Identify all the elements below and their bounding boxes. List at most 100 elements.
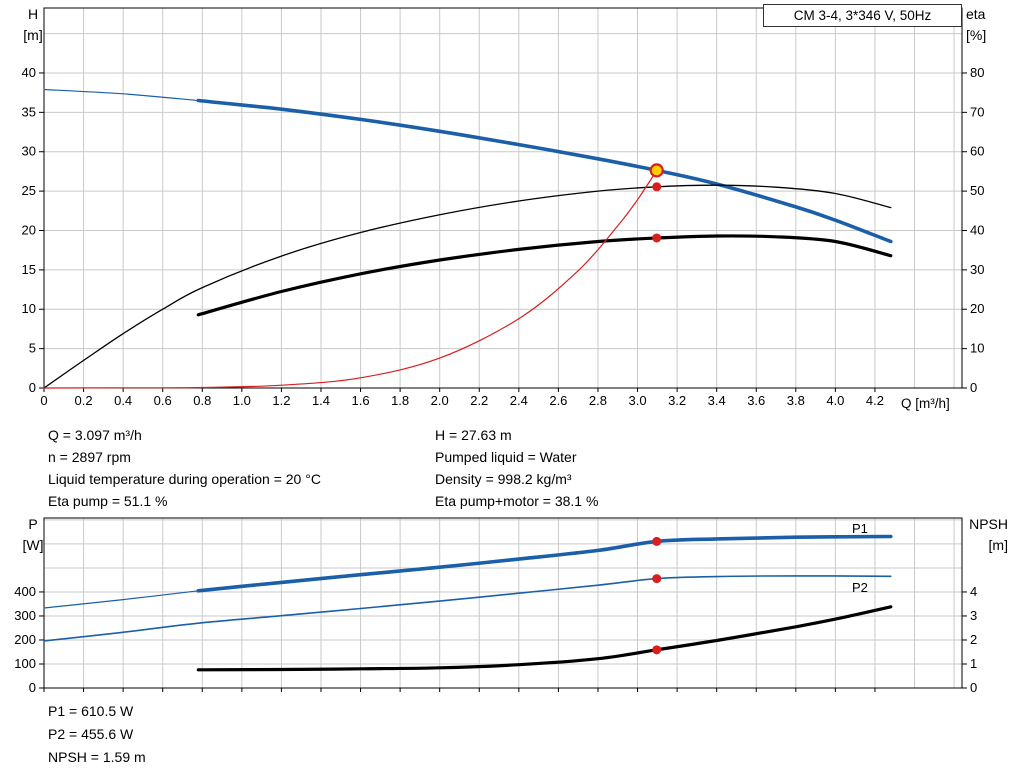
svg-text:3.0: 3.0 [628,393,646,408]
svg-text:25: 25 [22,183,36,198]
svg-text:80: 80 [970,65,984,80]
eta-pump-motor-duty-dot [652,233,662,243]
svg-text:3.6: 3.6 [747,393,765,408]
svg-text:10: 10 [22,301,36,316]
svg-text:4.0: 4.0 [826,393,844,408]
axis-tick-labels: 0 100 200 300 400 0 1 2 3 4 [14,584,977,695]
svg-text:1.0: 1.0 [233,393,251,408]
head-axis-symbol: H [27,6,39,22]
svg-text:5: 5 [29,341,36,356]
svg-text:0: 0 [29,680,36,695]
svg-text:1.6: 1.6 [352,393,370,408]
svg-text:2: 2 [970,632,977,647]
svg-text:1.4: 1.4 [312,393,330,408]
grid [44,8,962,388]
eta-axis-symbol: eta [966,6,986,22]
result-npsh: NPSH = 1.59 m [48,749,146,765]
grid [44,518,962,688]
svg-text:10: 10 [970,341,984,356]
info-eta-pump-motor: Eta pump+motor = 38.1 % [435,493,599,509]
svg-text:20: 20 [970,301,984,316]
p1-duty-dot [652,536,662,546]
svg-text:50: 50 [970,183,984,198]
npsh-axis-unit: [m] [988,537,1008,553]
info-eta-pump: Eta pump = 51.1 % [48,493,168,509]
svg-text:3: 3 [970,608,977,623]
svg-text:2.4: 2.4 [510,393,528,408]
power-axis-title: P [W] [14,514,52,556]
info-head: H = 27.63 m [435,427,512,443]
head-curve-low-flow [43,88,199,102]
svg-text:1.2: 1.2 [272,393,290,408]
svg-text:30: 30 [22,144,36,159]
info-speed: n = 2897 rpm [48,449,131,465]
info-flow: Q = 3.097 m³/h [48,427,142,443]
duty-point[interactable] [649,163,664,178]
curve-label-p1: P1 [852,521,868,536]
power-axis-unit: [W] [22,537,44,553]
svg-text:2.8: 2.8 [589,393,607,408]
curve-label-p2: P2 [852,580,868,595]
operating-point-info: Q = 3.097 m³/h n = 2897 rpm Liquid tempe… [48,424,598,512]
eta-pump-motor-curve [196,234,893,317]
axis-ticks [39,72,967,392]
svg-text:0.4: 0.4 [114,393,132,408]
result-p1: P1 = 610.5 W [48,703,134,719]
p2-duty-dot [652,574,662,584]
svg-text:1.8: 1.8 [391,393,409,408]
svg-text:3.8: 3.8 [787,393,805,408]
npsh-duty-dot [652,645,662,655]
info-left-column: Q = 3.097 m³/h n = 2897 rpm Liquid tempe… [48,424,435,512]
system-curve [43,169,658,389]
npsh-axis-symbol: NPSH [969,516,1008,532]
npsh-axis-title: NPSH [m] [962,514,1008,556]
svg-text:0.6: 0.6 [154,393,172,408]
p1-curve [196,534,893,593]
svg-text:3.4: 3.4 [708,393,726,408]
result-p2: P2 = 455.6 W [48,726,134,742]
svg-text:35: 35 [22,104,36,119]
flow-axis-title: Q [m³/h] [901,396,950,411]
svg-text:0: 0 [970,680,977,695]
svg-text:1: 1 [970,656,977,671]
svg-text:40: 40 [970,222,984,237]
head-axis-title: H [m] [14,4,52,46]
svg-text:15: 15 [22,262,36,277]
svg-text:0.2: 0.2 [75,393,93,408]
head-axis-unit: [m] [23,27,43,43]
svg-text:200: 200 [14,632,36,647]
power-results-panel: P1 = 610.5 W P2 = 455.6 W NPSH = 1.59 m [48,700,146,769]
info-density: Density = 998.2 kg/m³ [435,471,572,487]
svg-text:70: 70 [970,104,984,119]
svg-text:2.2: 2.2 [470,393,488,408]
axis-ticks [39,591,967,692]
svg-text:0: 0 [29,380,36,395]
svg-text:40: 40 [22,65,36,80]
eta-axis-unit: [%] [966,27,987,43]
p1-curve-low-flow [43,590,199,609]
axis-tick-labels: 0 0.2 0.4 0.6 0.8 1.0 1.2 1.4 1.6 1.8 2.0 2.2 2.4 2.6… [22,65,985,408]
svg-text:0: 0 [970,380,977,395]
svg-text:100: 100 [14,656,36,671]
svg-text:2.6: 2.6 [549,393,567,408]
svg-text:4.2: 4.2 [866,393,884,408]
svg-text:20: 20 [22,222,36,237]
pump-designation-box: CM 3-4, 3*346 V, 50Hz [763,4,962,27]
svg-text:4: 4 [970,584,977,599]
svg-text:400: 400 [14,584,36,599]
chart-frame [43,517,963,689]
hq-eta-chart: 0 0.2 0.4 0.6 0.8 1.0 1.2 1.4 1.6 1.8 2.0 2.2 2.4 2.6… [22,7,985,408]
info-pumped-liquid: Pumped liquid = Water [435,449,577,465]
svg-text:0: 0 [40,393,47,408]
power-npsh-chart: 0 100 200 300 400 0 1 2 3 4 P1 P2 [14,517,977,695]
svg-text:0.8: 0.8 [193,393,211,408]
p2-curve [43,575,892,642]
svg-text:300: 300 [14,608,36,623]
chart-frame [43,7,963,389]
eta-pump-duty-dot [652,182,662,192]
info-right-column: H = 27.63 m Pumped liquid = Water Densit… [435,424,598,512]
power-axis-symbol: P [28,516,38,532]
svg-text:30: 30 [970,262,984,277]
eta-pump-curve [43,184,892,389]
